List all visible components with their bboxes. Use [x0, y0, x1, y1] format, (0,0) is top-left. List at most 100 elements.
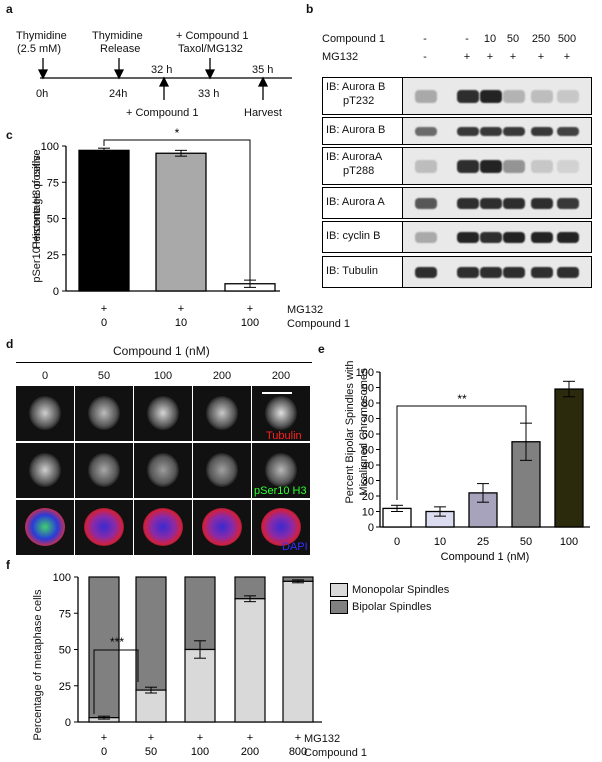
c-category-label: 0 — [101, 317, 107, 329]
f-mg132-value: + — [247, 732, 253, 744]
mg132-value: - — [423, 51, 427, 63]
e-category-label: 25 — [477, 536, 489, 548]
time-33h: 33 h — [198, 88, 220, 100]
cell-blob-merge — [25, 508, 65, 546]
f-y-tick-label: 75 — [59, 608, 71, 620]
cell-blob — [29, 453, 61, 487]
micrograph-tile — [252, 500, 310, 555]
blot-band — [480, 231, 502, 243]
c-y-tick-label: 50 — [47, 214, 59, 226]
f-bar-bipolar — [135, 576, 167, 691]
blot-band — [415, 126, 437, 136]
blot-band — [503, 231, 525, 243]
mg132-value: + — [463, 51, 471, 63]
cell-blob — [265, 396, 297, 430]
blot-band — [480, 159, 502, 173]
blot-label: IB: Aurora B — [326, 81, 386, 93]
cell-blob — [147, 396, 179, 430]
compound-value: - — [465, 33, 469, 45]
blot-band — [531, 266, 553, 278]
time-0h: 0h — [36, 88, 49, 100]
mg132-value: + — [563, 51, 571, 63]
blot-band — [503, 197, 525, 209]
blot-image — [402, 147, 592, 185]
cell-blob-merge — [84, 508, 124, 546]
e-bar — [554, 388, 584, 528]
channel-dapi: DAPI — [282, 541, 308, 553]
blot-image — [402, 256, 592, 288]
c-category-label: 100 — [241, 317, 259, 329]
micro-concentration: 200 — [212, 370, 232, 382]
cell-blob-merge — [143, 508, 183, 546]
e-category-label: 100 — [560, 536, 578, 548]
time-32h: 32 h — [151, 64, 173, 76]
blot-label: IB: Aurora B — [326, 124, 386, 136]
compound-row-label: Compound 1 — [322, 33, 385, 45]
micrograph-tile — [252, 386, 310, 441]
e-y-tick-label: 70 — [362, 414, 374, 426]
f-y-tick-label: 25 — [59, 681, 71, 693]
compound-value: 10 — [483, 33, 497, 45]
f-bar-monopolar — [234, 598, 266, 723]
blot-label-sub: pT232 — [343, 95, 375, 107]
scale-bar — [262, 392, 292, 394]
chart-e: 0 10 20 30 40 50 60 70 80 90 100 0 10 25 50 100 Compound… — [356, 367, 590, 563]
f-bar-bipolar — [184, 576, 216, 651]
compound-value: 250 — [531, 33, 551, 45]
f-bar-monopolar — [282, 580, 314, 723]
micrograph-tile — [193, 386, 251, 441]
blot-band — [557, 197, 579, 209]
micro-title-rule — [16, 362, 312, 363]
c-y-tick-label: 75 — [47, 177, 59, 189]
micro-concentration: 100 — [153, 370, 173, 382]
cell-blob-merge — [202, 508, 242, 546]
mg132-value: + — [486, 51, 494, 63]
blot-band — [531, 89, 553, 103]
cell-blob — [147, 453, 179, 487]
blot-label-box — [322, 221, 403, 253]
blot-label-sub: pT288 — [343, 165, 375, 177]
f-category-label: 200 — [241, 746, 259, 758]
f-y-tick-label: 100 — [53, 572, 71, 584]
thymidine-conc: (2.5 mM) — [17, 43, 61, 55]
f-y-tick-label: 50 — [59, 645, 71, 657]
blot-band — [480, 89, 502, 103]
c-y-tick-label: 25 — [47, 250, 59, 262]
micro-concentration: 200 — [271, 370, 291, 382]
cell-blob — [265, 453, 297, 487]
legend-monopolar-swatch — [330, 583, 348, 597]
cell-blob-merge — [261, 508, 301, 546]
legend-monopolar: Monopolar Spindles — [352, 584, 450, 596]
micrograph-tile — [16, 386, 74, 441]
compound-value: 500 — [557, 33, 577, 45]
compound-value: 50 — [506, 33, 520, 45]
chart-f-row2-label: Compound 1 — [304, 747, 367, 759]
panel-f-label: f — [6, 558, 10, 572]
e-y-tick-label: 30 — [362, 476, 374, 488]
micrograph-tile — [16, 500, 74, 555]
micrograph-tile — [252, 443, 310, 498]
blot-label-box — [322, 187, 403, 219]
micrograph-tile — [193, 500, 251, 555]
blot-band — [480, 197, 502, 209]
blot-label-box — [322, 147, 403, 185]
blot-band — [457, 266, 479, 278]
micrograph-tile — [75, 443, 133, 498]
blot-band — [415, 266, 437, 278]
legend-bipolar: Bipolar Spindles — [352, 601, 432, 613]
micrograph-tile — [134, 500, 192, 555]
time-35h: 35 h — [252, 64, 274, 76]
blot-band — [531, 197, 553, 209]
micro-title: Compound 1 (nM) — [113, 344, 210, 358]
blot-band — [480, 266, 502, 278]
blot-band — [457, 231, 479, 243]
blot-image — [402, 221, 592, 253]
mg132-row-label: MG132 — [322, 51, 359, 63]
blot-label: IB: Tubulin — [326, 265, 378, 277]
blot-band — [415, 231, 437, 243]
release-label-1: Thymidine — [92, 30, 143, 42]
c-y-tick-label: 100 — [41, 141, 59, 153]
compound-taxol-1: + Compound 1 — [176, 30, 249, 42]
c-sig-bracket — [103, 139, 251, 280]
mg132-value: + — [537, 51, 545, 63]
